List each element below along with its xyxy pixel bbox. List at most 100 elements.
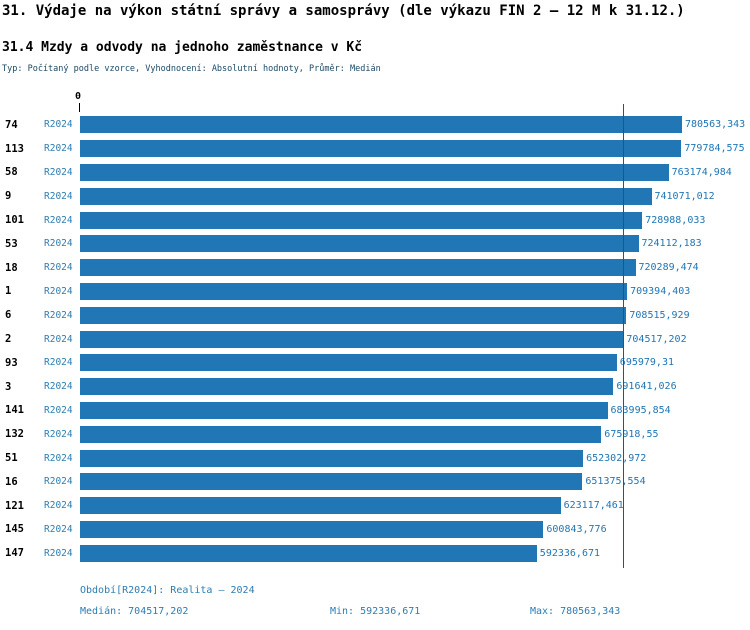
bar xyxy=(80,259,636,277)
bar-track: 780563,343 xyxy=(80,116,750,134)
row-series-label: R2024 xyxy=(44,476,73,488)
row-id-label: 2 xyxy=(5,333,12,346)
row-series-label: R2024 xyxy=(44,333,73,345)
row-series-label: R2024 xyxy=(44,166,73,178)
bar-value-label: 708515,929 xyxy=(629,309,690,321)
page-title: 31. Výdaje na výkon státní správy a samo… xyxy=(2,3,685,19)
row-id-label: 9 xyxy=(5,190,12,203)
row-id-label: 6 xyxy=(5,309,12,322)
row-series-label: R2024 xyxy=(44,262,73,274)
row-id-label: 113 xyxy=(5,142,24,155)
chart-row: 1 R2024 709394,403 xyxy=(0,280,750,304)
bar xyxy=(80,116,682,134)
bar-value-label: 763174,984 xyxy=(671,166,732,178)
bar-track: 683995,854 xyxy=(80,401,750,419)
footer-period-label: Období[R2024]: Realita – 2024 xyxy=(80,585,255,596)
bar-value-label: 741071,012 xyxy=(654,190,715,202)
chart-row: 145 R2024 600843,776 xyxy=(0,518,750,542)
bar-track: 651375,554 xyxy=(80,473,750,491)
row-series-label: R2024 xyxy=(44,285,73,297)
row-series-label: R2024 xyxy=(44,119,73,131)
chart-row: 3 R2024 691641,026 xyxy=(0,375,750,399)
chart-row: 147 R2024 592336,671 xyxy=(0,541,750,565)
bar-track: 691641,026 xyxy=(80,378,750,396)
row-series-label: R2024 xyxy=(44,404,73,416)
row-series-label: R2024 xyxy=(44,143,73,155)
bar xyxy=(80,520,544,538)
bar-value-label: 652302,972 xyxy=(586,452,647,464)
bar-track: 779784,575 xyxy=(80,140,750,158)
bar-value-label: 720289,474 xyxy=(638,262,699,274)
bar-track: 600843,776 xyxy=(80,520,750,538)
row-id-label: 101 xyxy=(5,214,24,227)
chart-row: 101 R2024 728988,033 xyxy=(0,208,750,232)
bar-value-label: 780563,343 xyxy=(685,119,746,131)
footer-max-label: Max: 780563,343 xyxy=(530,606,621,617)
bar-value-label: 675918,55 xyxy=(604,428,659,440)
bar-value-label: 623117,461 xyxy=(563,500,624,512)
row-series-label: R2024 xyxy=(44,190,73,202)
bar xyxy=(80,235,639,253)
bar-track: 720289,474 xyxy=(80,259,750,277)
row-series-label: R2024 xyxy=(44,500,73,512)
chart-row: 16 R2024 651375,554 xyxy=(0,470,750,494)
bar-value-label: 695979,31 xyxy=(619,357,674,369)
bar xyxy=(80,140,682,158)
bar-track: 741071,012 xyxy=(80,187,750,205)
bar-chart: 74 R2024 780563,343 113 R2024 779784,575 58 R20… xyxy=(0,113,750,565)
bar-track: 623117,461 xyxy=(80,497,750,515)
bar-value-label: 600843,776 xyxy=(546,523,607,535)
bar-track: 708515,929 xyxy=(80,306,750,324)
footer-median-label: Medián: 704517,202 xyxy=(80,606,189,617)
chart-row: 18 R2024 720289,474 xyxy=(0,256,750,280)
bar-value-label: 691641,026 xyxy=(616,381,677,393)
bar xyxy=(80,211,643,229)
row-series-label: R2024 xyxy=(44,381,73,393)
bar-track: 704517,202 xyxy=(80,330,750,348)
row-series-label: R2024 xyxy=(44,357,73,369)
row-series-label: R2024 xyxy=(44,452,73,464)
chart-row: 121 R2024 623117,461 xyxy=(0,494,750,518)
bar xyxy=(80,330,624,348)
bar-value-label: 724112,183 xyxy=(641,238,702,250)
bar-track: 728988,033 xyxy=(80,211,750,229)
bar xyxy=(80,354,617,372)
bar xyxy=(80,497,561,515)
chart-row: 6 R2024 708515,929 xyxy=(0,303,750,327)
axis-zero-label: 0 xyxy=(74,91,82,102)
row-id-label: 51 xyxy=(5,452,18,465)
row-id-label: 93 xyxy=(5,356,18,369)
chart-row: 58 R2024 763174,984 xyxy=(0,161,750,185)
bar xyxy=(80,449,584,467)
bar-value-label: 704517,202 xyxy=(626,333,687,345)
bar xyxy=(80,163,669,181)
row-id-label: 18 xyxy=(5,261,18,274)
chart-row: 74 R2024 780563,343 xyxy=(0,113,750,137)
chart-row: 2 R2024 704517,202 xyxy=(0,327,750,351)
bar xyxy=(80,378,614,396)
row-id-label: 121 xyxy=(5,499,24,512)
bar-value-label: 728988,033 xyxy=(645,214,706,226)
row-id-label: 141 xyxy=(5,404,24,417)
chart-type-line: Typ: Počítaný podle vzorce, Vyhodnocení:… xyxy=(2,64,381,74)
bar-track: 592336,671 xyxy=(80,544,750,562)
bar xyxy=(80,401,608,419)
axis-tick xyxy=(79,103,80,112)
bar xyxy=(80,187,652,205)
row-id-label: 74 xyxy=(5,118,18,131)
chart-row: 113 R2024 779784,575 xyxy=(0,137,750,161)
row-id-label: 3 xyxy=(5,380,12,393)
chart-row: 53 R2024 724112,183 xyxy=(0,232,750,256)
bar-value-label: 709394,403 xyxy=(630,285,691,297)
bar-track: 724112,183 xyxy=(80,235,750,253)
row-id-label: 16 xyxy=(5,475,18,488)
row-series-label: R2024 xyxy=(44,238,73,250)
bar xyxy=(80,473,583,491)
chart-row: 141 R2024 683995,854 xyxy=(0,399,750,423)
row-series-label: R2024 xyxy=(44,214,73,226)
chart-row: 93 R2024 695979,31 xyxy=(0,351,750,375)
chart-row: 9 R2024 741071,012 xyxy=(0,184,750,208)
chart-row: 132 R2024 675918,55 xyxy=(0,422,750,446)
bar-value-label: 779784,575 xyxy=(684,143,745,155)
